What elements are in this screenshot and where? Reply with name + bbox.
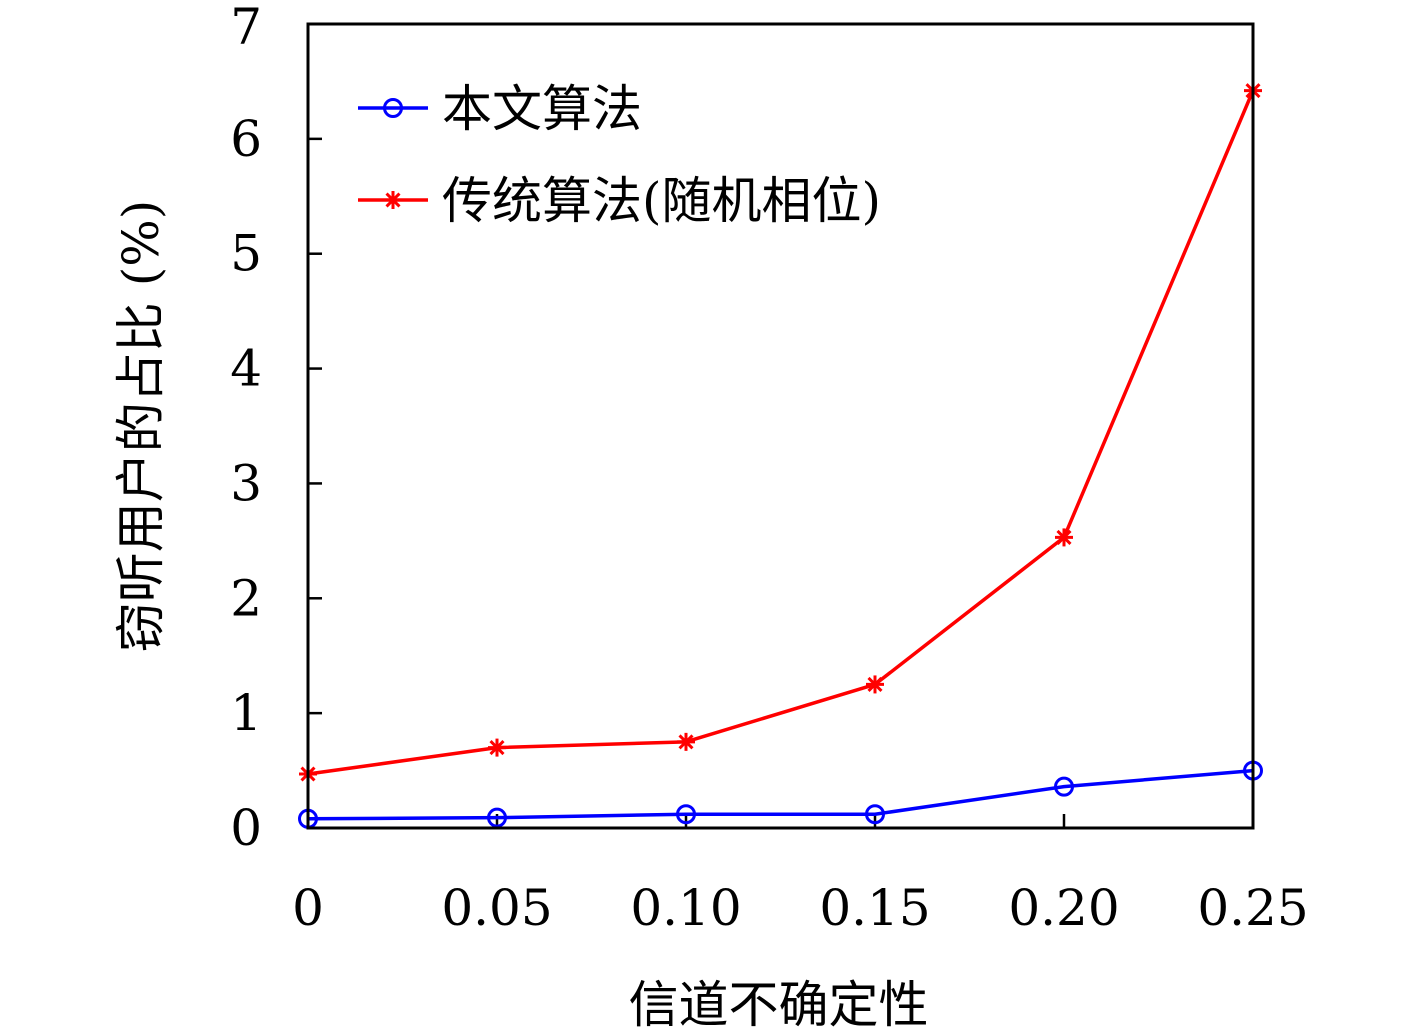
y-tick-label: 1	[230, 684, 262, 742]
series-point	[1055, 528, 1073, 547]
y-tick-label: 4	[230, 340, 262, 398]
x-tick-labels: 0 0.05 0.10 0.15 0.20 0.25	[292, 879, 1309, 937]
x-tick-label: 0.15	[819, 879, 930, 937]
x-tick-label: 0.10	[630, 879, 741, 937]
series-point	[488, 738, 506, 757]
legend-label: 本文算法	[442, 80, 642, 138]
series-point	[487, 807, 507, 828]
legend-label: 传统算法(随机相位)	[442, 172, 881, 230]
series-point	[676, 804, 696, 825]
y-tick-label: 7	[230, 0, 262, 56]
series-point	[383, 98, 403, 118]
y-tick-label: 2	[230, 569, 262, 627]
x-tick-marks	[306, 814, 1255, 828]
series-1	[298, 760, 1263, 829]
series-line	[307, 768, 1254, 821]
series-point	[1054, 776, 1074, 797]
x-tick-label: 0.20	[1008, 879, 1119, 937]
y-tick-label: 3	[230, 454, 262, 512]
y-tick-label: 0	[230, 799, 262, 857]
x-tick-label: 0	[292, 879, 324, 937]
series-line	[307, 89, 1255, 776]
x-axis-label: 信道不确定性	[629, 976, 929, 1034]
series-point	[865, 804, 885, 825]
series-point	[866, 675, 884, 694]
y-axis-label: 窃听用户的占比 (%)	[112, 200, 170, 652]
series-point	[384, 191, 402, 209]
plot-frame	[306, 22, 1255, 830]
y-tick-labels: 0 1 2 3 4 5 6 7	[230, 0, 262, 857]
y-tick-label: 6	[230, 110, 262, 168]
series-point	[677, 732, 695, 751]
x-tick-label: 0.05	[441, 879, 552, 937]
legend-item-2: 传统算法(随机相位)	[358, 172, 881, 230]
x-tick-label: 0.25	[1197, 879, 1308, 937]
y-tick-marks	[308, 22, 322, 830]
y-tick-label: 5	[230, 225, 262, 283]
legend-item-1: 本文算法	[358, 80, 642, 138]
